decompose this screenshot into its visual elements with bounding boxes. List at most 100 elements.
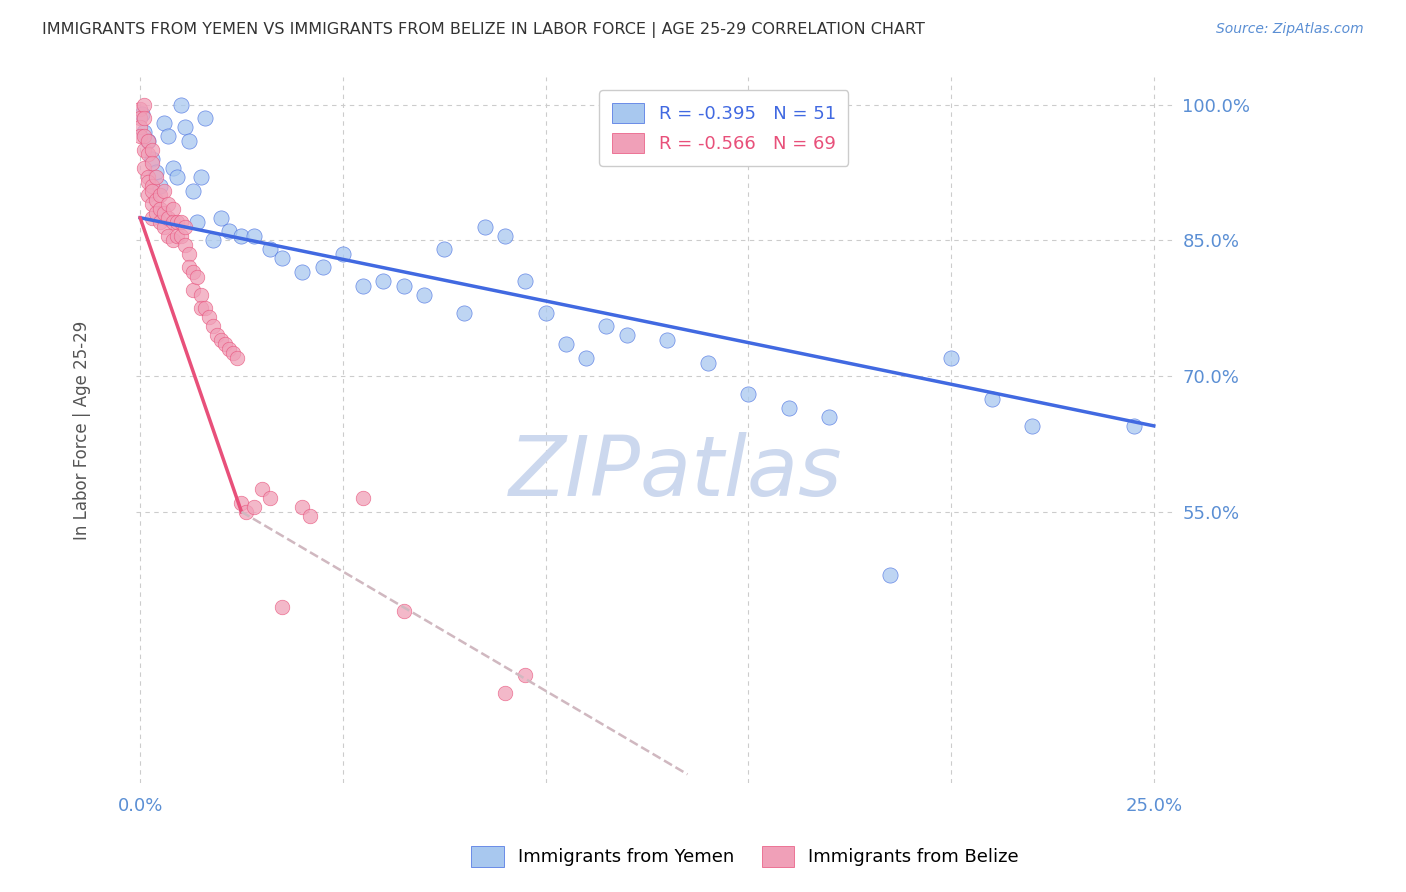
Point <box>226 351 249 365</box>
Point <box>291 500 314 515</box>
Point <box>181 265 204 279</box>
Point <box>392 278 415 293</box>
Point <box>778 401 800 415</box>
Point <box>534 306 557 320</box>
Point <box>181 184 204 198</box>
Point <box>231 228 253 243</box>
Point <box>352 491 374 506</box>
Point <box>515 667 537 681</box>
Point <box>136 169 159 184</box>
Point <box>149 179 172 194</box>
Point <box>190 301 212 316</box>
Point <box>818 409 841 424</box>
Point <box>177 260 200 275</box>
Point <box>157 211 180 225</box>
Point <box>299 509 322 524</box>
Point <box>250 482 273 496</box>
Point <box>494 228 516 243</box>
Point <box>141 197 163 211</box>
Point <box>153 219 176 234</box>
Point <box>153 116 176 130</box>
Point <box>134 111 156 125</box>
Point <box>145 169 167 184</box>
Point <box>657 333 679 347</box>
Point <box>1122 418 1144 433</box>
Point <box>177 247 200 261</box>
Point <box>194 301 217 316</box>
Point <box>134 129 156 144</box>
Point <box>166 169 188 184</box>
Point <box>433 243 456 257</box>
Point <box>494 686 516 700</box>
Point <box>218 224 240 238</box>
Point <box>149 202 172 216</box>
Point <box>169 215 191 229</box>
Point <box>554 337 576 351</box>
Point <box>166 228 188 243</box>
Point <box>737 387 759 401</box>
Point <box>145 165 167 179</box>
Text: In Labor Force | Age 25-29: In Labor Force | Age 25-29 <box>73 321 91 540</box>
Point <box>177 134 200 148</box>
Point <box>939 351 962 365</box>
Point <box>169 97 191 112</box>
Point <box>209 333 232 347</box>
Point <box>235 505 257 519</box>
Point <box>259 491 281 506</box>
Point <box>202 233 225 247</box>
Point <box>271 599 294 614</box>
Point <box>616 328 638 343</box>
Point <box>259 243 281 257</box>
Text: IMMIGRANTS FROM YEMEN VS IMMIGRANTS FROM BELIZE IN LABOR FORCE | AGE 25-29 CORRE: IMMIGRANTS FROM YEMEN VS IMMIGRANTS FROM… <box>42 22 925 38</box>
Point <box>162 215 184 229</box>
Point <box>149 215 172 229</box>
Point <box>205 328 228 343</box>
Point <box>202 319 225 334</box>
Point <box>575 351 598 365</box>
Point <box>149 188 172 202</box>
Point <box>181 283 204 297</box>
Point <box>194 111 217 125</box>
Point <box>173 120 195 135</box>
Point <box>271 252 294 266</box>
Point <box>162 161 184 175</box>
Point <box>157 197 180 211</box>
Point <box>392 604 415 618</box>
Point <box>209 211 232 225</box>
Point <box>157 228 180 243</box>
Text: 25.0%: 25.0% <box>1125 797 1182 815</box>
Point <box>136 134 159 148</box>
Point <box>162 202 184 216</box>
Point <box>879 568 901 582</box>
Point <box>141 184 163 198</box>
Point <box>373 274 395 288</box>
Point <box>291 265 314 279</box>
Point <box>169 228 191 243</box>
Point <box>129 111 152 125</box>
Point <box>173 219 195 234</box>
Point <box>173 238 195 252</box>
Point <box>222 346 245 360</box>
Point <box>413 287 436 301</box>
Point <box>157 129 180 144</box>
Point <box>453 306 475 320</box>
Point <box>131 106 153 120</box>
Point <box>214 337 236 351</box>
Point <box>134 97 156 112</box>
Point <box>198 310 221 325</box>
Point <box>141 211 163 225</box>
Point <box>515 274 537 288</box>
Point <box>186 269 208 284</box>
Point <box>136 147 159 161</box>
Point <box>141 156 163 170</box>
Point <box>242 228 264 243</box>
Point <box>231 496 253 510</box>
Point <box>145 206 167 220</box>
Point <box>134 143 156 157</box>
Point <box>311 260 333 275</box>
Point <box>141 152 163 166</box>
Point <box>186 215 208 229</box>
Point <box>145 193 167 207</box>
Point <box>190 169 212 184</box>
Point <box>980 392 1002 406</box>
